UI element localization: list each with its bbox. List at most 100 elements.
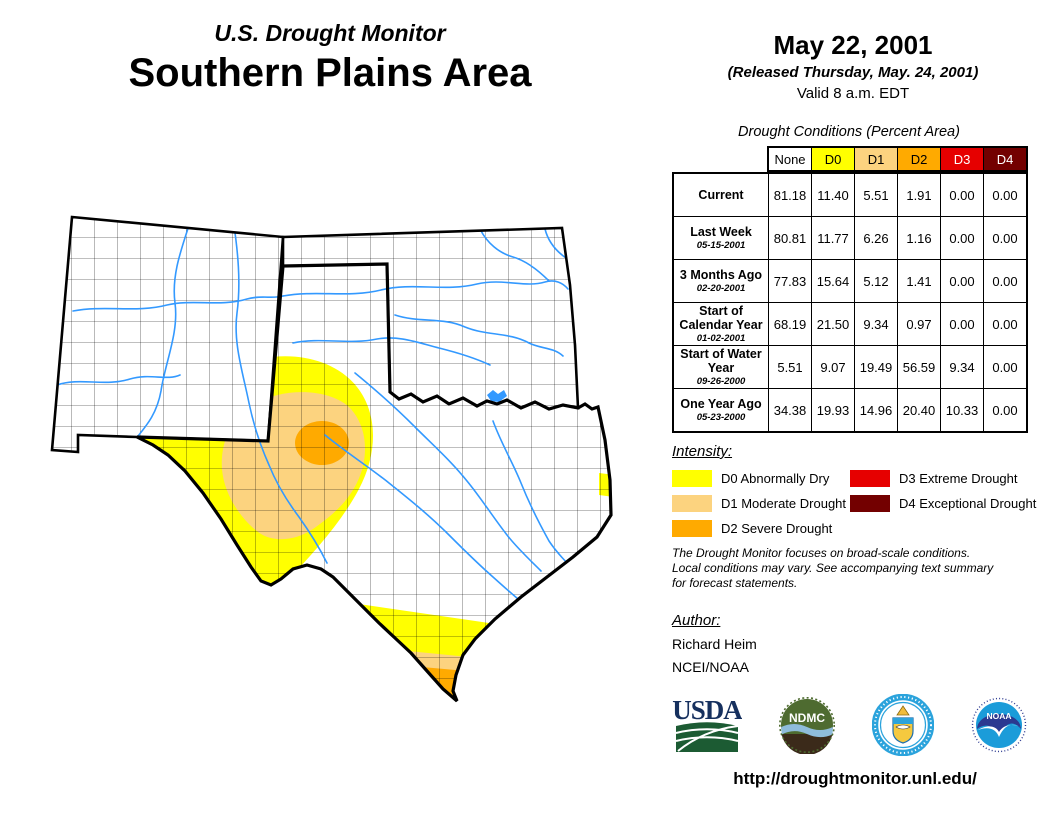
legend-item-d1: D1 Moderate Drought [672,495,846,512]
table-cell: 11.40 [811,172,855,217]
trinity-river [492,420,578,574]
table-cell: 77.83 [768,259,812,303]
row-label: 3 Months Ago 02-20-2001 [672,259,769,303]
drought-map [50,215,613,703]
state-new-mexico [50,215,285,454]
report-title: U.S. Drought Monitor [214,20,446,46]
ndmc-logo-icon: NDMC [778,696,836,754]
author-heading: Author: [672,612,721,629]
table-cell: 0.00 [983,172,1028,217]
d3-swatch [850,470,890,487]
canadian-river-tx-ok [282,280,569,297]
author-org: NCEI/NOAA [672,659,750,675]
brazos-river [354,372,542,572]
disclaimer-line: for forecast statements. [672,576,798,590]
table-cell: 5.51 [768,345,812,389]
table-cell: 11.77 [811,216,855,260]
table-cell: 81.18 [768,172,812,217]
region-title: Southern Plains Area [128,51,532,95]
row-label: Start of Calendar Year 01-02-2001 [672,302,769,346]
table-cell: 0.00 [940,216,984,260]
legend-item-d3: D3 Extreme Drought [850,470,1018,487]
svg-text:NOAA: NOAA [986,711,1011,721]
table-cell: 9.34 [854,302,898,346]
intensity-legend: Intensity: D0 Abnormally Dry D1 Moderate… [672,443,1052,540]
d2-area-south-texas [355,661,489,701]
gila-river [56,374,181,386]
table-title: Drought Conditions (Percent Area) [738,124,960,140]
table-cell: 21.50 [811,302,855,346]
table-cell: 1.91 [897,172,941,217]
table-cell: 80.81 [768,216,812,260]
table-cell: 0.00 [983,302,1028,346]
column-header-d2: D2 [897,148,940,170]
rio-grande-river [137,217,194,437]
svg-text:NDMC: NDMC [789,711,825,725]
column-header-d0: D0 [811,148,854,170]
red-river-forks [292,337,491,366]
table-cell: 0.00 [940,259,984,303]
table-row: One Year Ago 05-23-2000 34.38 19.93 14.9… [672,388,1028,433]
d1-swatch [672,495,712,512]
table-cell: 19.49 [854,345,898,389]
table-cell: 0.00 [983,216,1028,260]
title-block: U.S. Drought Monitor Southern Plains Are… [55,20,605,96]
table-header-row: None D0 D1 D2 D3 D4 [767,146,1028,172]
table-row: Current 81.18 11.40 5.51 1.91 0.00 0.00 [672,172,1028,217]
release-date: (Released Thursday, May. 24, 2001) [727,64,979,81]
row-label: Last Week 05-15-2001 [672,216,769,260]
noaa-logo-icon: NOAA [971,697,1027,753]
valid-time: Valid 8 a.m. EDT [796,85,910,102]
pecos-river [232,218,328,564]
table-cell: 6.26 [854,216,898,260]
table-cell: 15.64 [811,259,855,303]
table-cell: 0.97 [897,302,941,346]
table-cell: 56.59 [897,345,941,389]
table-cell: 0.00 [940,172,984,217]
table-row: 3 Months Ago 02-20-2001 77.83 15.64 5.12… [672,259,1028,303]
table-cell: 0.00 [940,302,984,346]
disclaimer: The Drought Monitor focuses on broad-sca… [672,546,993,591]
author-name: Richard Heim [672,636,757,652]
rivers [56,217,578,606]
date-block: May 22, 2001 (Released Thursday, May. 24… [660,30,1046,102]
arkansas-river [544,228,567,259]
row-label: One Year Ago 05-23-2000 [672,388,769,433]
table-row: Start of Water Year 09-26-2000 5.51 9.07… [672,345,1028,389]
drought-conditions-table: Current 81.18 11.40 5.51 1.91 0.00 0.00 … [672,172,1028,433]
cimarron-river [479,228,550,282]
table-cell: 1.16 [897,216,941,260]
column-header-none: None [769,148,811,170]
disclaimer-line: Local conditions may vary. See accompany… [672,561,994,575]
d0-swatch [672,470,712,487]
state-borders [50,215,613,703]
author-block: Author: Richard Heim NCEI/NOAA [672,612,757,675]
d2-swatch [672,520,712,537]
table-cell: 14.96 [854,388,898,433]
lake-texoma [487,390,507,402]
legend-item-d0: D0 Abnormally Dry [672,470,829,487]
legend-item-d2: D2 Severe Drought [672,520,832,537]
map-date: May 22, 2001 [773,30,933,60]
table-cell: 0.00 [983,388,1028,433]
usda-logo-icon: USDA [672,695,742,752]
disclaimer-line: The Drought Monitor focuses on broad-sca… [672,546,971,560]
d4-swatch [850,495,890,512]
column-header-d1: D1 [854,148,897,170]
svg-text:USDA: USDA [672,695,742,725]
table-cell: 5.51 [854,172,898,217]
table-cell: 0.00 [983,345,1028,389]
column-header-d4: D4 [983,148,1026,170]
commerce-seal-icon [872,694,934,756]
drought-monitor-url: http://droughtmonitor.unl.edu/ [733,769,977,788]
row-label: Current [672,172,769,217]
table-cell: 0.00 [983,259,1028,303]
table-cell: 9.34 [940,345,984,389]
table-row: Last Week 05-15-2001 80.81 11.77 6.26 1.… [672,216,1028,260]
table-row: Start of Calendar Year 01-02-2001 68.19 … [672,302,1028,346]
colorado-river-tx [324,434,526,606]
table-cell: 20.40 [897,388,941,433]
canadian-river-nm [72,295,284,312]
table-cell: 19.93 [811,388,855,433]
table-cell: 68.19 [768,302,812,346]
